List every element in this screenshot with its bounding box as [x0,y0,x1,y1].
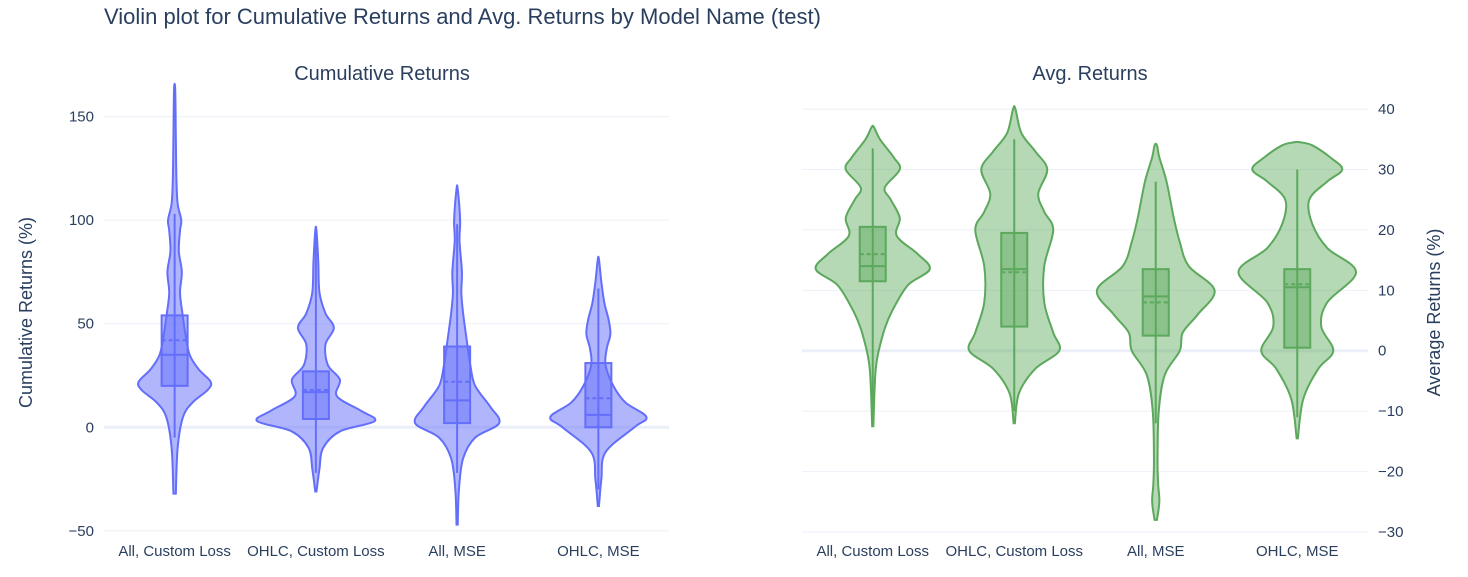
right-x-tick-label: All, Custom Loss [816,543,929,560]
right-y-tick-label: 40 [1378,101,1395,118]
left-x-tick-label: All, MSE [428,543,486,560]
left-x-tick-label: All, Custom Loss [118,543,231,560]
left-x-tick-label: OHLC, Custom Loss [247,543,385,560]
left-violin-box-3 [584,362,613,429]
right-y-tick-label: −20 [1378,464,1403,481]
right-violin-box-1 [1000,231,1029,328]
right-y-axis-title: Average Returns (%) [1424,229,1444,397]
right-x-tick-label: All, MSE [1127,543,1185,560]
right-x-tick-label: OHLC, MSE [1256,543,1339,560]
right-subplot-title: Avg. Returns [1032,63,1147,85]
left-violin-box-0 [160,314,189,387]
right-subplot: Avg. Returns −30 −20 −10 0 10 20 30 40 Average Re… [802,63,1444,560]
right-x-tick-label: OHLC, Custom Loss [945,543,1083,560]
left-y-tick-label: 100 [69,212,94,229]
right-y-tick-label: 20 [1378,222,1395,239]
left-y-tick-label: 50 [77,316,94,333]
left-x-tick-label: OHLC, MSE [557,543,640,560]
right-violin-box-3 [1283,268,1312,349]
left-y-tick-label: 0 [86,419,94,436]
right-y-tick-label: 30 [1378,161,1395,178]
left-y-axis-title: Cumulative Returns (%) [16,217,36,408]
left-y-tick-label: −50 [69,523,94,540]
left-y-tick-label: 150 [69,109,94,126]
left-violin-box-2 [443,345,472,425]
right-y-tick-label: 10 [1378,282,1395,299]
right-y-tick-label: −30 [1378,524,1403,541]
right-y-tick-label: 0 [1378,343,1386,360]
right-y-tick-label: −10 [1378,403,1403,420]
left-violin-box-1 [301,370,330,421]
left-subplot-title: Cumulative Returns [294,63,470,85]
left-subplot: Cumulative Returns −50 0 50 100 150 Cumulative… [16,63,669,560]
main-title: Violin plot for Cumulative Returns and A… [104,4,821,29]
